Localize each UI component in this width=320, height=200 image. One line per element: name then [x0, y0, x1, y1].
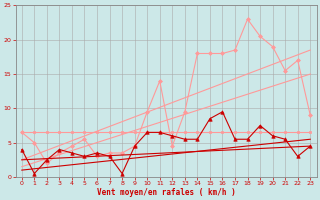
X-axis label: Vent moyen/en rafales ( km/h ): Vent moyen/en rafales ( km/h )	[97, 188, 236, 197]
